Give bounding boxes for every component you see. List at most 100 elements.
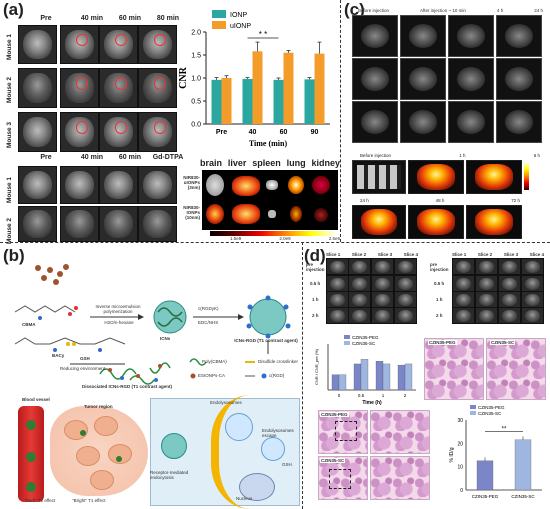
endolysosome-escape [261,437,285,461]
slice-header: Slice 3 [503,252,519,257]
divider-vertical-bottom [302,242,303,509]
slice-image [498,275,521,292]
fluor-image-before [352,160,406,194]
mri-image [138,68,177,108]
bar-uionp [252,51,263,124]
time-header: 80 min [156,15,180,22]
fluor-header: 72 h [511,198,520,203]
slice-image [371,291,394,308]
lung-organ [288,176,304,194]
ct-image [352,58,398,100]
fluor-header: 6 h [533,153,540,158]
fluor-image [352,205,406,239]
icn-sphere [153,300,187,334]
time-header: 40 min [80,15,104,22]
mri-image [99,206,138,242]
fluor-headers-bottom: 24 h 48 h 72 h [360,198,520,203]
fluor-header: 1 h [459,153,466,158]
y-tick-label: 20 [457,441,463,447]
mri-image [18,166,57,204]
bright-effect-label: "Bright" T1 effect [72,498,106,503]
blood-vessel [18,406,44,502]
panel-a-time-headers-top: Pre 40 min 60 min 80 min [27,15,207,22]
bar [338,374,347,391]
row-time-label: 0.5 h [310,281,321,286]
gsh2-label: GSH [282,462,292,467]
histo-label: CZIN35-SC [490,340,516,345]
product-label: ICNs-RGD (T1 contrast agent) [234,338,298,343]
histo-label: CZIN35-PEG [320,412,349,417]
legend-esionp-mark [190,373,196,379]
legend-swatch [344,341,350,345]
histology-image-zoom [370,456,430,500]
slice-header: Slice 2 [477,252,493,257]
ct-image [352,101,398,143]
slice-image [326,291,349,308]
bar-ionp [304,79,315,124]
bar [397,364,406,391]
x-tick-label: 90 [311,129,319,136]
divider-horizontal [0,242,550,243]
ct-image [352,15,398,57]
mri-image [60,112,99,152]
organ-labels: brain liver spleen lung kidney [200,158,340,168]
kidney-organ [312,176,330,194]
slice-image [348,291,371,308]
row-time-label: 0.5 h [434,281,445,286]
cbma-structure [14,305,76,313]
ct-image [448,58,494,100]
spleen-organ [266,180,278,190]
x-tick-label: 1 [382,393,385,398]
slice-header: Slice 1 [326,252,341,257]
iron-oxide-dots [35,264,69,285]
y-tick-label: 0.0 [191,122,201,129]
slice-image [326,258,349,275]
legend-label: CZIN35-SC [352,341,376,346]
slice-image [452,307,475,324]
mri-image [18,25,57,64]
brain-organ [206,204,224,224]
mri-image [99,68,138,108]
fluor-colorbar [524,162,529,190]
slice-image [326,275,349,292]
icn-rgd-particle [161,433,187,459]
legend-disulfide: Disulfide crosslinker [258,359,299,364]
fluor-header: Before injection [360,153,392,158]
significance-label: ** [502,427,507,433]
x-tick-label: 40 [249,129,257,136]
bar-ionp [273,79,284,124]
ct-image [400,101,446,143]
fluor-header: 48 h [435,198,445,203]
bar-uionp [221,78,232,124]
icns-label: ICNs [160,336,171,341]
cell-zoom [150,395,300,509]
mri-image [99,166,138,204]
organ-label: lung [286,158,306,168]
row-label: NIR830-IONPs (10nm) [183,205,200,220]
time-header: 60 min [118,15,142,22]
y-tick-label: 0.5 [191,99,201,106]
row-time-label: pre injection [430,262,449,272]
mri-image [18,206,57,242]
time-header: Pre [40,15,52,22]
mouse-label: Mouse 1 [6,33,13,60]
y-tick-label: 1.5 [191,53,201,60]
organ-label: brain [200,158,223,168]
slice-image [394,307,417,324]
row-time-label: pre injection [306,262,325,272]
row-time-label: 1 h [312,297,319,302]
mri-image [60,25,99,64]
x-tick-label: Pre [216,129,227,136]
cnr-ratio-bar-chart: 0 0.5 1 2 Time (h) CNR / CNR_pre (%) CZIN35-PE… [314,335,416,406]
step1-sub: H2O/n-hexane [104,320,134,325]
lung-organ [290,206,302,222]
row-label: NIR830-uIONPs (3nm) [183,175,200,190]
slice-image [348,275,371,292]
mouse-label: Mouse 3 [6,121,13,148]
panel-label-c: (c) [344,0,365,19]
legend-polymer: Poly(CBMA) [202,359,227,364]
histo-label: CZIN35-SC [320,458,346,463]
endolysosome [225,413,253,441]
step2-sub: EDC/NHS [198,320,219,325]
ct-image [496,15,542,57]
